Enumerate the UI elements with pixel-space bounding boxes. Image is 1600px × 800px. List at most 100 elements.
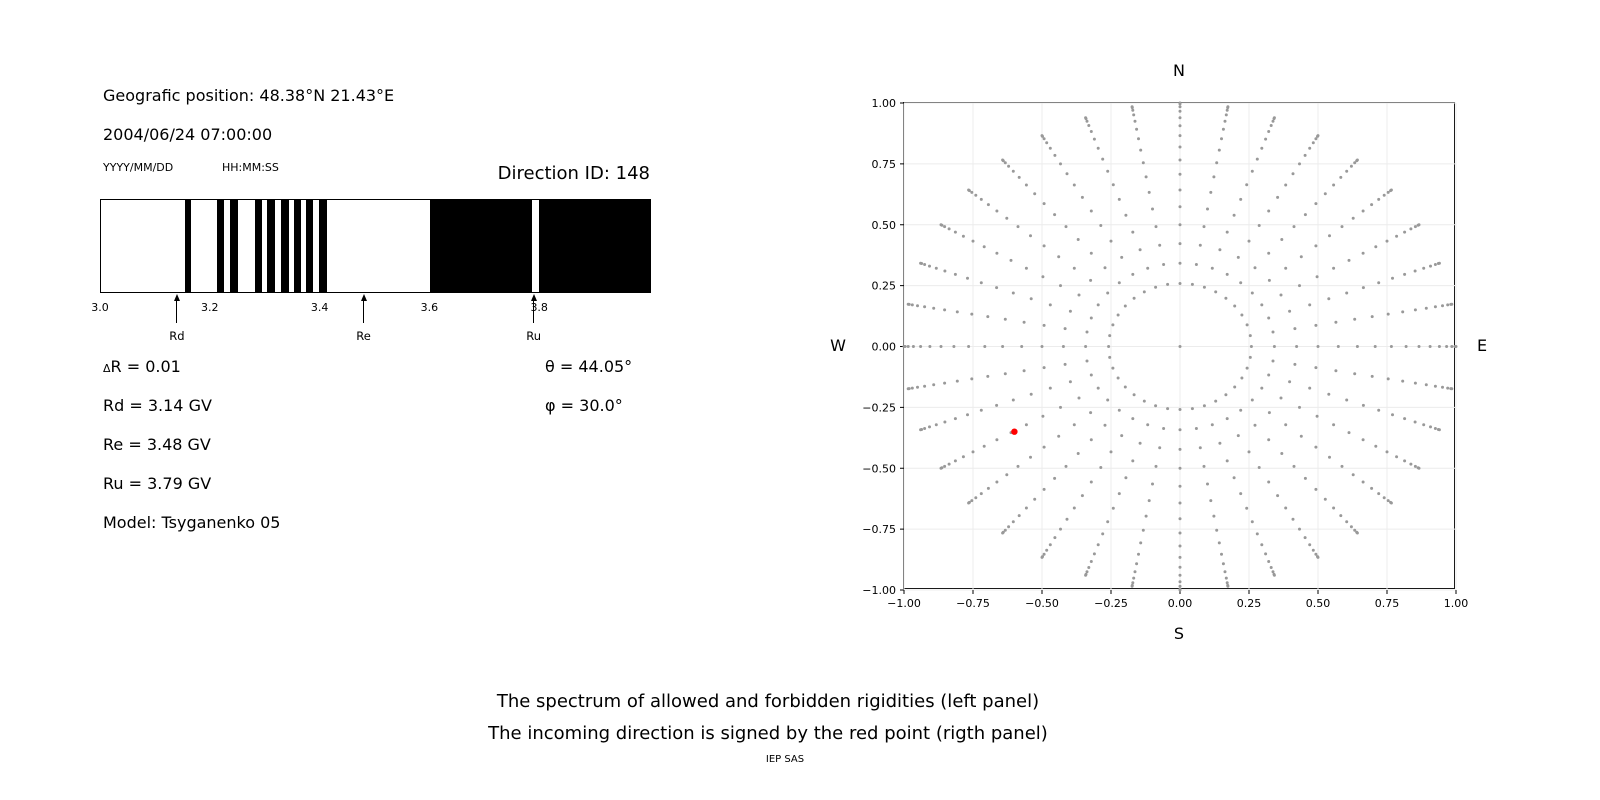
direction-grid-dot: [1288, 309, 1292, 313]
direction-grid-dot: [1089, 373, 1093, 377]
direction-grid-dot: [1250, 398, 1254, 402]
direction-grid-dot: [982, 245, 986, 249]
direction-grid-dot: [932, 306, 936, 310]
direction-grid-dot: [1178, 261, 1182, 265]
direction-grid-dot: [1178, 447, 1182, 451]
arrow-up-icon: [173, 294, 180, 301]
direction-grid-dot: [1248, 334, 1252, 338]
direction-grid-dot: [1057, 255, 1061, 259]
direction-grid-dot: [1131, 272, 1135, 276]
direction-grid-dot: [1076, 452, 1080, 455]
direction-grid-dot: [1061, 345, 1065, 348]
direction-grid-dot: [1048, 146, 1052, 150]
direction-grid-dot: [995, 209, 999, 213]
direction-grid-dot: [967, 501, 971, 505]
direction-grid-dot: [1011, 520, 1015, 524]
direction-grid-dot: [1144, 514, 1148, 518]
direction-grid-dot: [1024, 266, 1028, 270]
spectrum-tick-label: 3.6: [420, 301, 439, 314]
direction-grid-dot: [1045, 141, 1049, 145]
ru-value: Ru = 3.79 GV: [103, 474, 212, 493]
direction-grid-dot: [1190, 407, 1194, 411]
direction-grid-dot: [1198, 446, 1202, 450]
direction-grid-dot: [1214, 290, 1218, 294]
direction-grid-dot: [1178, 158, 1182, 162]
direction-grid-dot: [1255, 532, 1259, 536]
direction-grid-dot: [1214, 399, 1218, 403]
spectrum-axis-ticks: 3.0 3.2 3.4 3.6 3.8: [91, 301, 651, 317]
direction-grid-dot: [955, 310, 959, 314]
direction-grid-dot: [1042, 244, 1046, 248]
direction-grid-dot: [1417, 223, 1421, 227]
direction-grid-dot: [1089, 560, 1093, 563]
direction-grid-dot: [1080, 494, 1084, 498]
direction-grid-dot: [1029, 392, 1033, 396]
direction-grid-dot: [1374, 245, 1378, 249]
x-tick-label: −0.75: [956, 597, 990, 610]
direction-grid-dot: [1239, 197, 1243, 201]
rigidity-spectrum-bar: [100, 199, 651, 293]
direction-grid-dot: [1257, 466, 1261, 469]
direction-grid-dot: [1441, 385, 1444, 389]
direction-plot: −1.00 −0.75 −0.50 −0.25 0.00 0.25 0.50 0.75 1.00…: [862, 97, 1468, 610]
direction-grid-dot: [1245, 323, 1249, 327]
direction-grid-dot: [1292, 464, 1296, 468]
direction-grid-dot: [1303, 476, 1307, 480]
direction-grid-dot: [919, 428, 923, 432]
direction-grid-dot: [1108, 334, 1112, 338]
direction-grid-dot: [1202, 285, 1206, 289]
y-tick-label: 0.50: [872, 219, 897, 232]
direction-grid-dot: [1065, 172, 1069, 176]
direction-grid-dot: [1166, 407, 1170, 411]
direction-grid-dot: [1178, 116, 1182, 120]
direction-grid-dot: [1024, 183, 1028, 187]
direction-grid-dot: [1063, 362, 1067, 366]
direction-grid-dot: [1131, 459, 1135, 463]
direction-grid-dot: [1272, 116, 1276, 120]
direction-grid-dot: [1293, 327, 1297, 331]
direction-grid-dot: [1284, 183, 1288, 187]
direction-grid-dot: [1355, 531, 1359, 535]
direction-grid-dot: [1225, 417, 1229, 421]
direction-grid-dot: [1092, 137, 1096, 141]
direction-grid-dot: [1345, 398, 1349, 402]
direction-grid-dot: [1224, 576, 1228, 580]
direction-grid-dot: [1339, 514, 1343, 518]
direction-grid-dot: [1080, 195, 1084, 199]
direction-grid-dot: [1059, 405, 1062, 409]
x-tick-label: −0.25: [1094, 597, 1128, 610]
direction-grid-dot: [1382, 193, 1386, 197]
direction-grid-dot: [1355, 158, 1359, 162]
direction-grid-dot: [1068, 309, 1072, 313]
x-tick-label: 0.00: [1168, 597, 1193, 610]
direction-grid-dot: [1429, 264, 1432, 268]
direction-grid-dot: [1253, 423, 1257, 427]
y-tick-label: 0.00: [872, 341, 897, 354]
direction-grid-dot: [1178, 205, 1182, 209]
direction-grid-dot: [1267, 130, 1271, 133]
direction-grid-dot: [1239, 281, 1243, 285]
x-tick-label: 0.75: [1375, 597, 1400, 610]
direction-grid-dot: [943, 269, 947, 273]
spectrum-black-band: [319, 200, 328, 292]
direction-grid-dot: [1433, 305, 1437, 309]
direction-grid-dot: [1247, 450, 1251, 454]
direction-grid-dot: [1178, 573, 1182, 577]
direction-grid-dot: [1279, 293, 1283, 297]
direction-grid-dot: [1314, 445, 1318, 449]
direction-grid-dot: [947, 227, 951, 231]
direction-grid-dot: [1454, 345, 1458, 348]
direction-grid-dot: [943, 464, 947, 468]
figure-caption: The spectrum of allowed and forbidden ri…: [0, 686, 1536, 750]
direction-grid-dot: [1271, 359, 1275, 363]
direction-grid-dot: [1154, 225, 1158, 229]
direction-grid-dot: [1315, 275, 1319, 279]
direction-grid-dot: [1429, 425, 1432, 429]
direction-grid-dot: [1099, 466, 1103, 469]
direction-grid-dot: [1017, 175, 1021, 179]
direction-grid-dot: [1076, 238, 1080, 241]
direction-grid-dot: [1233, 304, 1237, 308]
direction-grid-dot: [1001, 158, 1005, 162]
direction-grid-dot: [967, 345, 971, 348]
direction-grid-dot: [1236, 255, 1240, 259]
